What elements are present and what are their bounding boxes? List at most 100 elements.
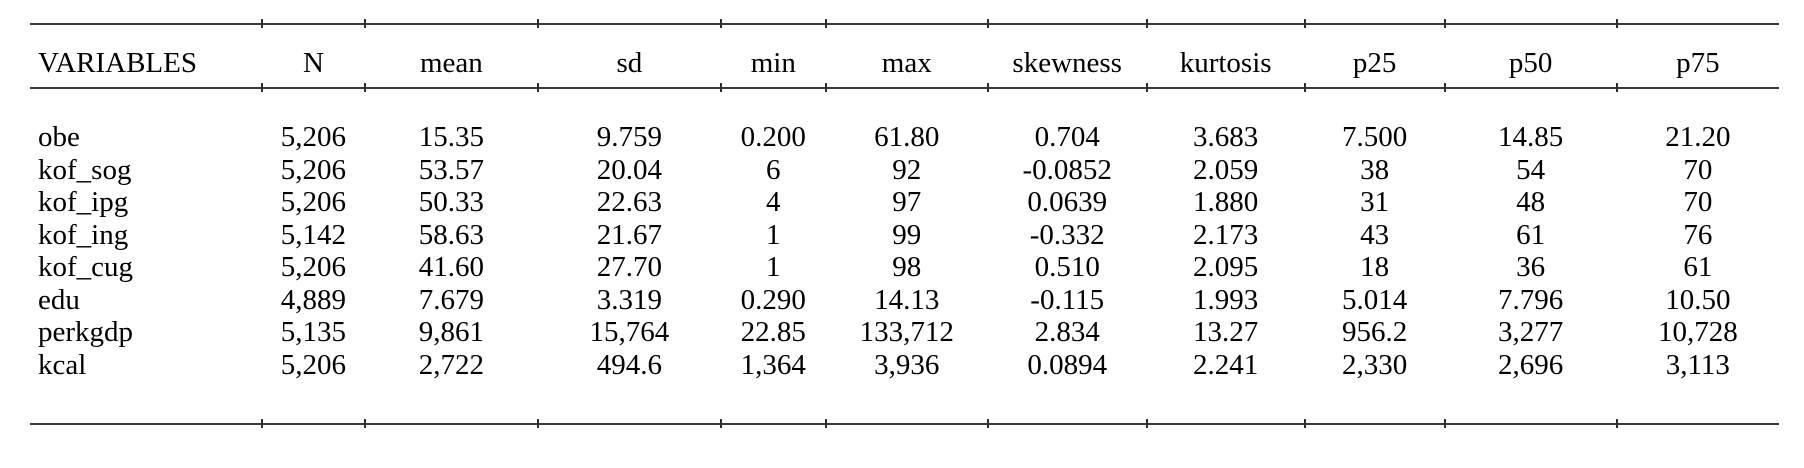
value-cell: 14.85 bbox=[1498, 121, 1564, 154]
value-cell: 494.6 bbox=[596, 348, 662, 381]
value-cell: 2.173 bbox=[1193, 218, 1259, 251]
value-cell: 0.0894 bbox=[1027, 348, 1108, 381]
value-cell: 0.0639 bbox=[1027, 186, 1108, 219]
value-cell: 27.70 bbox=[596, 251, 662, 284]
column-header-8: p25 bbox=[1303, 19, 1445, 92]
value-cell: 99 bbox=[892, 218, 922, 251]
value-cell: 2,696 bbox=[1498, 348, 1564, 381]
value-cell: 0.290 bbox=[740, 283, 806, 316]
value-cell: 98 bbox=[892, 251, 922, 284]
value-cell: 15,764 bbox=[589, 316, 670, 349]
value-cell: 50.33 bbox=[418, 186, 485, 219]
value-cell: 3.683 bbox=[1193, 121, 1259, 154]
variable-name-cell: edu bbox=[38, 283, 80, 316]
spacer-cell bbox=[30, 89, 1779, 122]
value-cell: 15.35 bbox=[418, 121, 485, 154]
value-cell: 3.319 bbox=[596, 283, 662, 316]
value-cell: 0.704 bbox=[1034, 121, 1100, 154]
column-header-variables: VARIABLES bbox=[30, 23, 262, 89]
value-cell: 18 bbox=[1360, 251, 1390, 284]
value-cell: 76 bbox=[1683, 218, 1713, 251]
value-cell: 97 bbox=[892, 186, 922, 219]
spacer-row-top bbox=[30, 89, 1779, 122]
spacer-cell bbox=[986, 382, 1147, 428]
value-cell: 2.059 bbox=[1193, 153, 1259, 186]
value-cell: 4 bbox=[766, 186, 781, 219]
value-cell: 0.510 bbox=[1034, 251, 1100, 284]
table-row-kof_ing: kof_ing 5,142 58.63 21.67 1 99 -0.332 2.173 43 61… bbox=[30, 218, 1779, 253]
value-cell: 36 bbox=[1516, 251, 1546, 284]
value-cell: 2.241 bbox=[1193, 348, 1259, 381]
value-cell: 41.60 bbox=[418, 251, 485, 284]
variable-name-cell: perkgdp bbox=[38, 316, 134, 349]
value-cell: 70 bbox=[1683, 186, 1713, 219]
value-cell: 3,113 bbox=[1665, 348, 1730, 381]
value-cell: 61 bbox=[1683, 251, 1713, 284]
value-cell: 38 bbox=[1360, 153, 1390, 186]
variable-name-cell: kof_ing bbox=[38, 218, 129, 251]
column-header-2: mean bbox=[363, 19, 538, 92]
value-cell: 133,712 bbox=[859, 316, 954, 349]
value-cell: 31 bbox=[1360, 186, 1390, 219]
value-cell: 5,206 bbox=[280, 153, 347, 186]
value-cell: 14.13 bbox=[874, 283, 940, 316]
value-cell: 5,206 bbox=[280, 348, 347, 381]
value-cell: 21.20 bbox=[1665, 121, 1731, 154]
table-row-kcal: kcal 5,206 2,722 494.6 1,364 3,936 0.0894 2.241… bbox=[30, 348, 1779, 383]
value-cell: 9.759 bbox=[596, 121, 662, 154]
variable-name-cell: kof_cug bbox=[38, 251, 134, 284]
table-row-kof_cug: kof_cug 5,206 41.60 27.70 1 98 0.510 2.095 18 36 6… bbox=[30, 252, 1779, 285]
value-cell: 58.63 bbox=[418, 218, 485, 251]
spacer-cell bbox=[719, 382, 826, 428]
value-cell: 5,206 bbox=[280, 121, 347, 154]
value-cell: 1.880 bbox=[1193, 186, 1259, 219]
value-cell: 70 bbox=[1683, 153, 1713, 186]
spacer-cell bbox=[824, 382, 988, 428]
value-cell: 7.500 bbox=[1342, 121, 1408, 154]
value-cell: 0.200 bbox=[740, 121, 806, 154]
spacer-cell bbox=[363, 382, 538, 428]
value-cell: 4,889 bbox=[280, 283, 347, 316]
value-cell: 1 bbox=[766, 251, 781, 284]
value-cell: 48 bbox=[1516, 186, 1546, 219]
value-cell: 2,330 bbox=[1342, 348, 1408, 381]
value-cell: 21.67 bbox=[596, 218, 662, 251]
value-cell: 22.85 bbox=[740, 316, 806, 349]
value-cell: 9,861 bbox=[418, 316, 485, 349]
variable-name-cell: obe bbox=[38, 121, 80, 154]
value-cell: 61.80 bbox=[874, 121, 940, 154]
value-cell: 3,936 bbox=[874, 348, 940, 381]
value-cell: -0.332 bbox=[1029, 218, 1105, 251]
spacer-cell bbox=[1145, 382, 1305, 428]
value-cell: 2,722 bbox=[418, 348, 485, 381]
value-cell: 5.014 bbox=[1342, 283, 1408, 316]
value-cell: 20.04 bbox=[596, 153, 662, 186]
variable-name-cell: kof_sog bbox=[38, 153, 132, 186]
column-header-5: max bbox=[824, 19, 988, 92]
spacer-cell bbox=[536, 382, 721, 428]
column-header-3: sd bbox=[536, 19, 721, 92]
spacer-cell bbox=[1303, 382, 1445, 428]
value-cell: 1.993 bbox=[1193, 283, 1259, 316]
value-cell: 5,135 bbox=[280, 316, 347, 349]
value-cell: 2.834 bbox=[1034, 316, 1100, 349]
value-cell: 1,364 bbox=[740, 348, 806, 381]
table-row-obe: obe 5,206 15.35 9.759 0.200 61.80 0.704 3.683 7.… bbox=[30, 122, 1779, 155]
value-cell: 6 bbox=[766, 153, 781, 186]
value-cell: 3,277 bbox=[1498, 316, 1564, 349]
value-cell: 5,206 bbox=[280, 186, 347, 219]
column-header-7: kurtosis bbox=[1145, 19, 1305, 92]
value-cell: 956.2 bbox=[1342, 316, 1408, 349]
column-header-10: p75 bbox=[1615, 19, 1779, 92]
value-cell: 54 bbox=[1516, 153, 1546, 186]
column-header-6: skewness bbox=[986, 19, 1147, 92]
value-cell: 7.796 bbox=[1498, 283, 1564, 316]
value-cell: 13.27 bbox=[1193, 316, 1259, 349]
table-row-perkgdp: perkgdp 5,135 9,861 15,764 22.85 133,712 2.834… bbox=[30, 317, 1779, 350]
value-cell: 1 bbox=[766, 218, 781, 251]
value-cell: 7.679 bbox=[418, 283, 485, 316]
spacer-cell bbox=[260, 382, 365, 428]
spacer-cell bbox=[1615, 382, 1779, 428]
